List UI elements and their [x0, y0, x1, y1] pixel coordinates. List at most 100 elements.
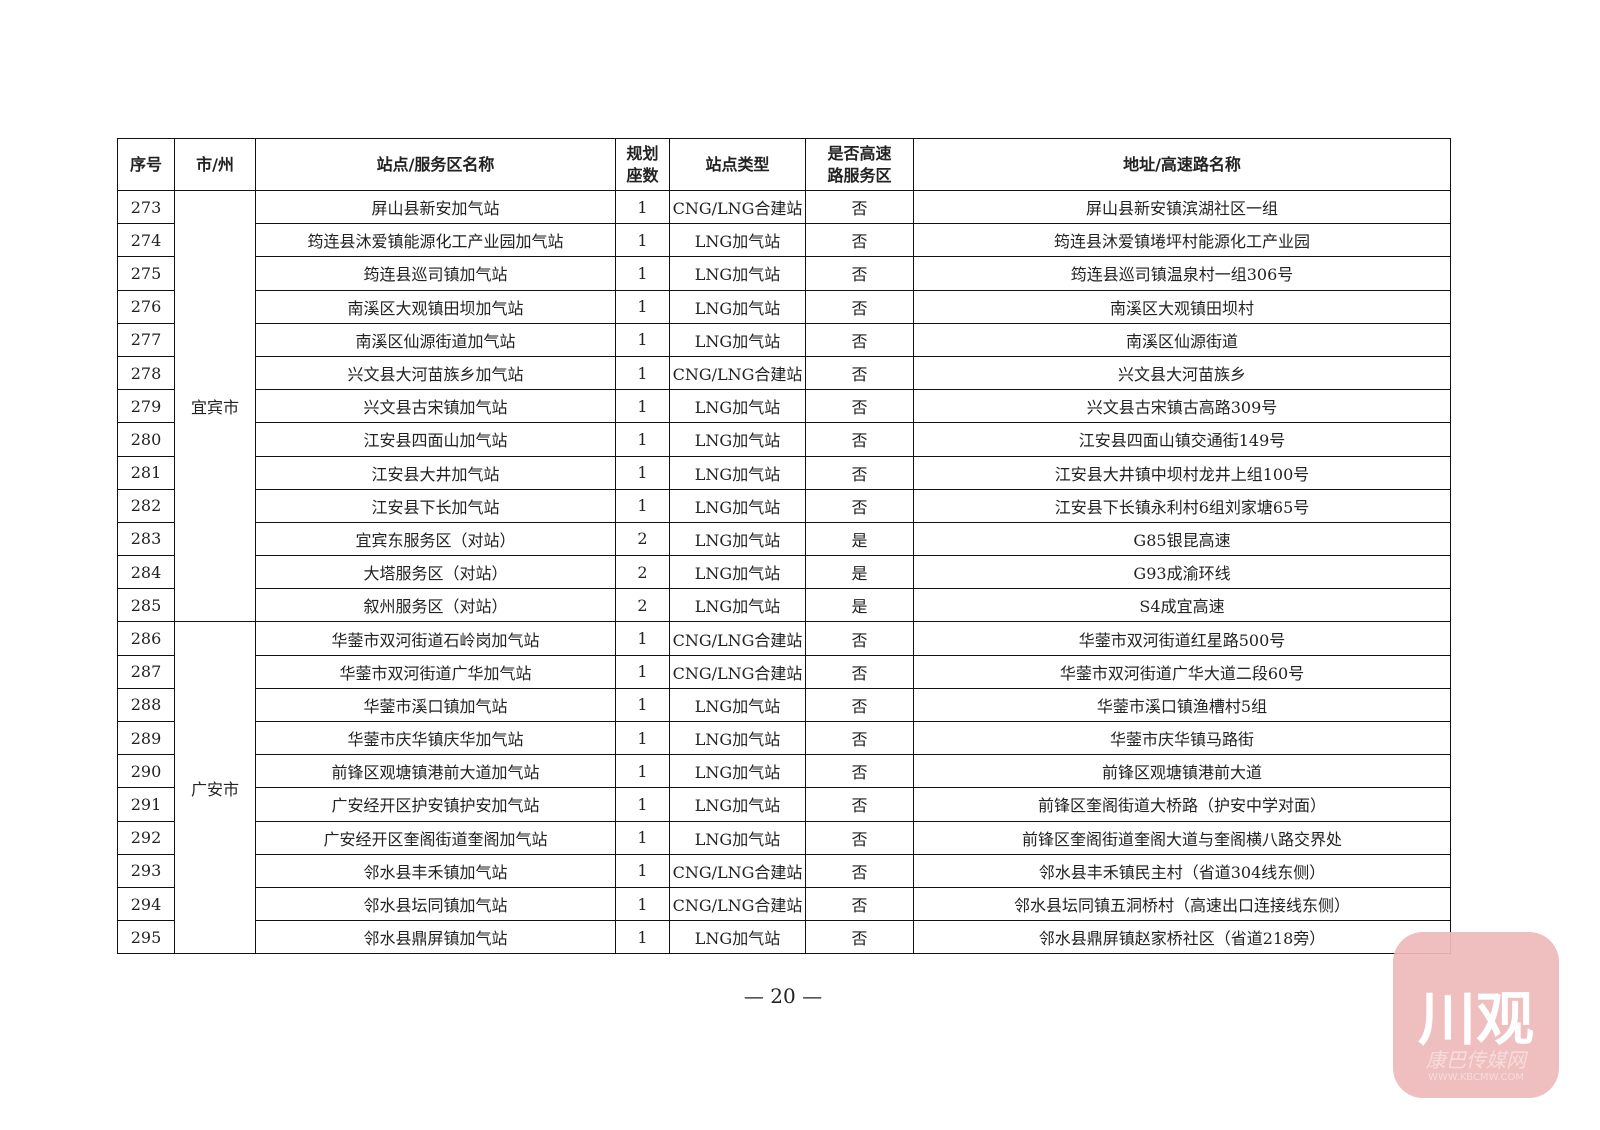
cell-seats: 1 [615, 322, 670, 357]
cell-seats: 1 [615, 687, 670, 723]
watermark-logo: 川观 康巴传媒网 WWW.KBCMW.COM [1393, 932, 1559, 1098]
table-row: 281 江安县大井加气站 1 LNG加气站否江安县大井镇中坝村龙井上组100号 [117, 455, 1451, 490]
cell-index: 274 [117, 223, 175, 258]
cell-station-name: 华蓥市溪口镇加气站 [255, 687, 616, 723]
cell-address: 江安县四面山镇交通街149号 [913, 422, 1451, 457]
table-row: 286 广安市 华蓥市双河街道石岭岗加气站 1 CNG/LNG合建站否华蓥市双河街道红星… [117, 621, 1451, 955]
cell-station-type: LNG加气站 [669, 555, 806, 590]
cell-address: 筠连县沐爱镇埢坪村能源化工产业园 [913, 223, 1451, 258]
cell-seats: 1 [615, 355, 670, 391]
table-row: 290 前锋区观塘镇港前大道加气站 1 LNG加气站否前锋区观塘镇港前大道 [117, 754, 1451, 789]
cell-index: 286 [117, 621, 175, 656]
cell-station-type: LNG加气站 [669, 920, 806, 955]
cell-index: 288 [117, 687, 175, 723]
cell-address: 兴文县古宋镇古高路309号 [913, 389, 1451, 424]
cell-address: 兴文县大河苗族乡 [913, 355, 1451, 391]
cell-seats: 1 [615, 422, 670, 457]
cell-index: 273 [117, 189, 175, 225]
cell-highway: 是 [805, 588, 914, 623]
table-row: 280 江安县四面山加气站 1 LNG加气站否江安县四面山镇交通街149号 [117, 422, 1451, 457]
table-row: 292 广安经开区奎阁街道奎阁加气站 1 LNG加气站否前锋区奎阁街道奎阁大道与奎阁横… [117, 820, 1451, 855]
cell-highway: 否 [805, 621, 914, 656]
cell-highway: 否 [805, 355, 914, 391]
cell-seats: 1 [615, 654, 670, 689]
header-highway: 是否高速 路服务区 [805, 138, 914, 191]
cell-address: 筠连县巡司镇温泉村一组306号 [913, 256, 1451, 291]
cell-index: 289 [117, 720, 175, 756]
watermark-url: WWW.KBCMW.COM [1428, 1072, 1524, 1083]
table-row: 288 华蓥市溪口镇加气站 1 LNG加气站否华蓥市溪口镇渔槽村5组 [117, 687, 1451, 723]
cell-index: 291 [117, 787, 175, 822]
cell-highway: 否 [805, 820, 914, 855]
table-row: 287 华蓥市双河街道广华加气站 1 CNG/LNG合建站否华蓥市双河街道广华大道二段… [117, 654, 1451, 689]
cell-address: 邻水县坛同镇五洞桥村（高速出口连接线东侧） [913, 886, 1451, 922]
cell-address: 华蓥市庆华镇马路街 [913, 720, 1451, 756]
cell-index: 277 [117, 322, 175, 357]
cell-city: 广安市 [174, 621, 256, 955]
cell-index: 283 [117, 521, 175, 557]
header-station-name: 站点/服务区名称 [255, 138, 616, 191]
table-row: 289 华蓥市庆华镇庆华加气站 1 LNG加气站否华蓥市庆华镇马路街 [117, 720, 1451, 756]
cell-index: 280 [117, 422, 175, 457]
cell-station-type: LNG加气站 [669, 422, 806, 457]
cell-station-name: 广安经开区护安镇护安加气站 [255, 787, 616, 822]
cell-address: 华蓥市双河街道红星路500号 [913, 621, 1451, 656]
cell-station-name: 江安县下长加气站 [255, 488, 616, 523]
cell-station-name: 华蓥市庆华镇庆华加气站 [255, 720, 616, 756]
cell-address: S4成宜高速 [913, 588, 1451, 623]
table-row: 276 南溪区大观镇田坝加气站 1 LNG加气站否南溪区大观镇田坝村 [117, 289, 1451, 324]
cell-index: 295 [117, 920, 175, 955]
table-row: 284 大塔服务区（对站） 2 LNG加气站是 G93成渝环线 [117, 555, 1451, 590]
cell-address: 华蓥市溪口镇渔槽村5组 [913, 687, 1451, 723]
cell-seats: 1 [615, 787, 670, 822]
watermark-sub: 康巴传媒网 [1426, 1048, 1526, 1072]
cell-highway: 否 [805, 289, 914, 324]
cell-seats: 2 [615, 588, 670, 623]
cell-highway: 是 [805, 555, 914, 590]
cell-seats: 2 [615, 521, 670, 557]
cell-seats: 1 [615, 189, 670, 225]
cell-station-name: 江安县大井加气站 [255, 455, 616, 490]
cell-highway: 否 [805, 886, 914, 922]
cell-station-type: LNG加气站 [669, 488, 806, 523]
cell-station-name: 宜宾东服务区（对站） [255, 521, 616, 557]
table-row: 274 筠连县沐爱镇能源化工产业园加气站 1 LNG加气站否筠连县沐爱镇埢坪村能源化工… [117, 223, 1451, 258]
table-row: 283 宜宾东服务区（对站） 2 LNG加气站是 G85银昆高速 [117, 521, 1451, 557]
cell-seats: 1 [615, 621, 670, 656]
cell-highway: 否 [805, 754, 914, 789]
cell-address: 屏山县新安镇滨湖社区一组 [913, 189, 1451, 225]
cell-station-name: 屏山县新安加气站 [255, 189, 616, 225]
table-row: 285 叙州服务区（对站） 2 LNG加气站是 S4成宜高速 [117, 588, 1451, 623]
cell-station-type: CNG/LNG合建站 [669, 355, 806, 391]
table-body: 273 宜宾市 屏山县新安加气站 1 CNG/LNG合建站否屏山县新安镇滨湖社区一组 27… [117, 189, 1451, 955]
cell-index: 276 [117, 289, 175, 324]
table-row: 293 邻水县丰禾镇加气站 1 CNG/LNG合建站否邻水县丰禾镇民主村（省道304线… [117, 853, 1451, 888]
cell-highway: 否 [805, 189, 914, 225]
table-header-row: 序号 市/州 站点/服务区名称 规划座数 站点类型 是否高速 路服务区 地址/高速… [117, 138, 1451, 191]
cell-index: 281 [117, 455, 175, 490]
cell-seats: 1 [615, 389, 670, 424]
cell-station-name: 兴文县古宋镇加气站 [255, 389, 616, 424]
cell-highway: 否 [805, 920, 914, 955]
cell-seats: 1 [615, 820, 670, 855]
cell-highway: 否 [805, 488, 914, 523]
cell-station-type: LNG加气站 [669, 223, 806, 258]
table-row: 291 广安经开区护安镇护安加气站 1 LNG加气站否前锋区奎阁街道大桥路（护安中学对… [117, 787, 1451, 822]
header-address: 地址/高速路名称 [913, 138, 1451, 191]
cell-city: 宜宾市 [174, 189, 256, 623]
cell-station-type: LNG加气站 [669, 720, 806, 756]
table-row: 278 兴文县大河苗族乡加气站 1 CNG/LNG合建站否兴文县大河苗族乡 [117, 355, 1451, 391]
table-row: 277 南溪区仙源街道加气站 1 LNG加气站否南溪区仙源街道 [117, 322, 1451, 357]
cell-station-name: 大塔服务区（对站） [255, 555, 616, 590]
cell-highway: 是 [805, 521, 914, 557]
cell-index: 275 [117, 256, 175, 291]
cell-seats: 1 [615, 853, 670, 888]
cell-index: 293 [117, 853, 175, 888]
cell-address: 江安县下长镇永利村6组刘家塘65号 [913, 488, 1451, 523]
cell-seats: 1 [615, 455, 670, 490]
cell-station-type: LNG加气站 [669, 289, 806, 324]
cell-seats: 1 [615, 289, 670, 324]
cell-station-name: 邻水县鼎屏镇加气站 [255, 920, 616, 955]
cell-station-type: LNG加气站 [669, 687, 806, 723]
header-seats-text: 规划座数 [626, 143, 659, 185]
